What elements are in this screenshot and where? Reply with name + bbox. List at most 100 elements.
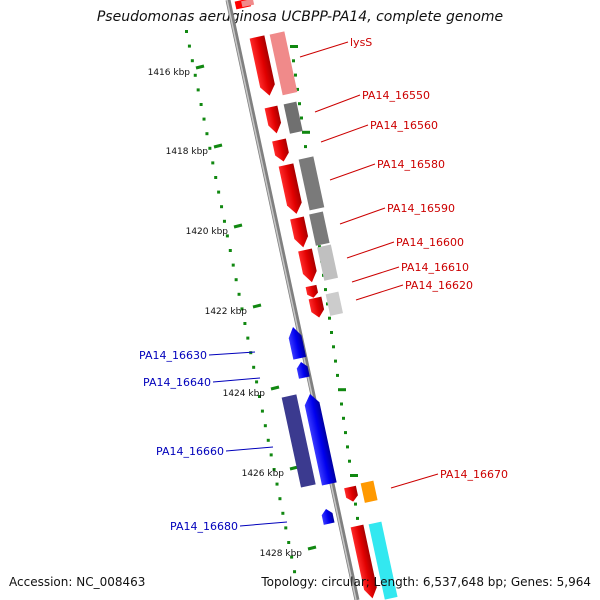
reverse-gene-arrow bbox=[304, 394, 337, 486]
scale-dot bbox=[225, 234, 229, 238]
gene-label: PA14_16670 bbox=[440, 468, 508, 481]
gene-label: PA14_16600 bbox=[396, 236, 464, 249]
scale-dot bbox=[220, 205, 224, 209]
backbone-line bbox=[225, 0, 360, 600]
minor-rail-dot bbox=[330, 331, 333, 334]
scale-dot bbox=[190, 59, 194, 63]
scale-dot bbox=[287, 541, 291, 544]
gene-leader-line bbox=[355, 284, 404, 301]
scale-dot bbox=[272, 468, 276, 471]
gene-leader-line bbox=[208, 351, 256, 356]
scale-dot bbox=[237, 292, 241, 296]
minor-rail-dot bbox=[344, 431, 347, 435]
feature-track-block bbox=[368, 521, 398, 600]
scale-major-tick bbox=[270, 385, 280, 391]
gene-label: PA14_16640 bbox=[143, 376, 211, 389]
minor-rail-dot bbox=[342, 416, 345, 420]
scale-dot bbox=[193, 73, 197, 77]
gene-label: PA14_16550 bbox=[362, 89, 430, 102]
scale-dot bbox=[211, 161, 215, 165]
genome-summary-text: Topology: circular; Length: 6,537,648 bp… bbox=[261, 575, 591, 589]
forward-gene-arrow bbox=[344, 485, 358, 502]
reverse-gene-arrow bbox=[288, 327, 307, 360]
scale-dot bbox=[255, 380, 259, 384]
feature-track-block bbox=[360, 480, 378, 503]
scale-dot bbox=[290, 555, 294, 559]
scale-dot bbox=[293, 570, 297, 574]
scale-dot bbox=[222, 219, 226, 223]
minor-rail-dot bbox=[296, 87, 299, 91]
scale-dot bbox=[217, 190, 221, 194]
gene-leader-line bbox=[225, 446, 274, 452]
minor-rail-dot bbox=[298, 102, 301, 106]
scale-dot bbox=[196, 88, 200, 92]
scale-major-tick bbox=[252, 303, 262, 309]
scale-dot bbox=[243, 322, 247, 325]
feature-track-block bbox=[241, 0, 255, 8]
gene-label: PA14_16660 bbox=[156, 445, 224, 458]
scale-dot bbox=[260, 409, 264, 413]
gene-label: PA14_16560 bbox=[370, 119, 438, 132]
gene-leader-line bbox=[390, 473, 439, 489]
minor-rail-dot bbox=[354, 502, 357, 506]
scale-dot bbox=[284, 526, 288, 530]
minor-rail-dot bbox=[318, 245, 321, 249]
minor-rail-major-tick bbox=[350, 474, 358, 477]
genome-title: Pseudomonas aeruginosa UCBPP-PA14, compl… bbox=[96, 9, 504, 25]
scale-dot bbox=[208, 146, 212, 150]
scale-tick-label: 1424 kbp bbox=[223, 389, 266, 399]
scale-dot bbox=[231, 263, 235, 267]
minor-rail-dot bbox=[300, 116, 303, 120]
scale-dot bbox=[263, 424, 267, 428]
reverse-gene-arrow bbox=[321, 509, 335, 525]
gene-leader-line bbox=[299, 41, 349, 58]
feature-track-block bbox=[317, 244, 338, 281]
backbone-highlight bbox=[226, 0, 357, 600]
forward-gene-arrow bbox=[249, 35, 275, 96]
scale-dot bbox=[258, 395, 261, 398]
scale-tick-label: 1420 kbp bbox=[186, 227, 229, 237]
minor-rail-dot bbox=[332, 345, 335, 349]
scale-dot bbox=[269, 453, 273, 457]
minor-rail-major-tick bbox=[290, 45, 298, 48]
gene-label: PA14_16620 bbox=[405, 279, 473, 292]
scale-major-tick bbox=[213, 143, 223, 149]
gene-leader-line bbox=[351, 266, 400, 283]
gene-leader-line bbox=[329, 163, 376, 181]
forward-gene-arrow bbox=[272, 138, 289, 162]
forward-gene-arrow bbox=[264, 105, 282, 134]
forward-gene-arrow bbox=[290, 216, 309, 248]
minor-rail-major-tick bbox=[302, 130, 310, 134]
scale-major-tick bbox=[233, 223, 243, 229]
scale-dot bbox=[205, 132, 209, 136]
minor-rail-dot bbox=[348, 459, 351, 463]
scale-dot bbox=[199, 103, 203, 106]
minor-rail-major-tick bbox=[338, 388, 346, 392]
forward-gene-arrow bbox=[305, 284, 319, 298]
scale-tick-label: 1422 kbp bbox=[205, 307, 248, 317]
scale-major-tick bbox=[307, 545, 317, 551]
forward-gene-arrow bbox=[308, 296, 325, 318]
gene-label: PA14_16680 bbox=[170, 520, 238, 533]
scale-tick-label: 1418 kbp bbox=[166, 147, 209, 157]
scale-dot bbox=[281, 511, 285, 515]
minor-rail-dot bbox=[336, 373, 339, 377]
scale-dot bbox=[202, 117, 206, 121]
scale-dot bbox=[214, 176, 218, 179]
scale-dot bbox=[228, 249, 232, 252]
minor-rail-dot bbox=[340, 402, 343, 406]
gene-label-layer: lysS PA14_16550 PA14_16560 PA14_16580 PA14_1… bbox=[139, 36, 508, 533]
minor-rail-dot bbox=[294, 73, 297, 77]
feature-track-block bbox=[309, 211, 330, 246]
accession-text: Accession: NC_008463 bbox=[9, 575, 146, 589]
forward-gene-arrow bbox=[298, 248, 317, 283]
scale-dot bbox=[278, 497, 282, 501]
gene-leader-line bbox=[239, 521, 288, 527]
gene-layer bbox=[234, 0, 398, 600]
feature-track-block bbox=[281, 394, 316, 488]
scale-dot bbox=[234, 278, 238, 282]
reverse-gene-arrow bbox=[296, 362, 310, 379]
scale-dot bbox=[246, 336, 250, 340]
scale-dot bbox=[240, 307, 244, 311]
scale-dot bbox=[185, 30, 188, 33]
